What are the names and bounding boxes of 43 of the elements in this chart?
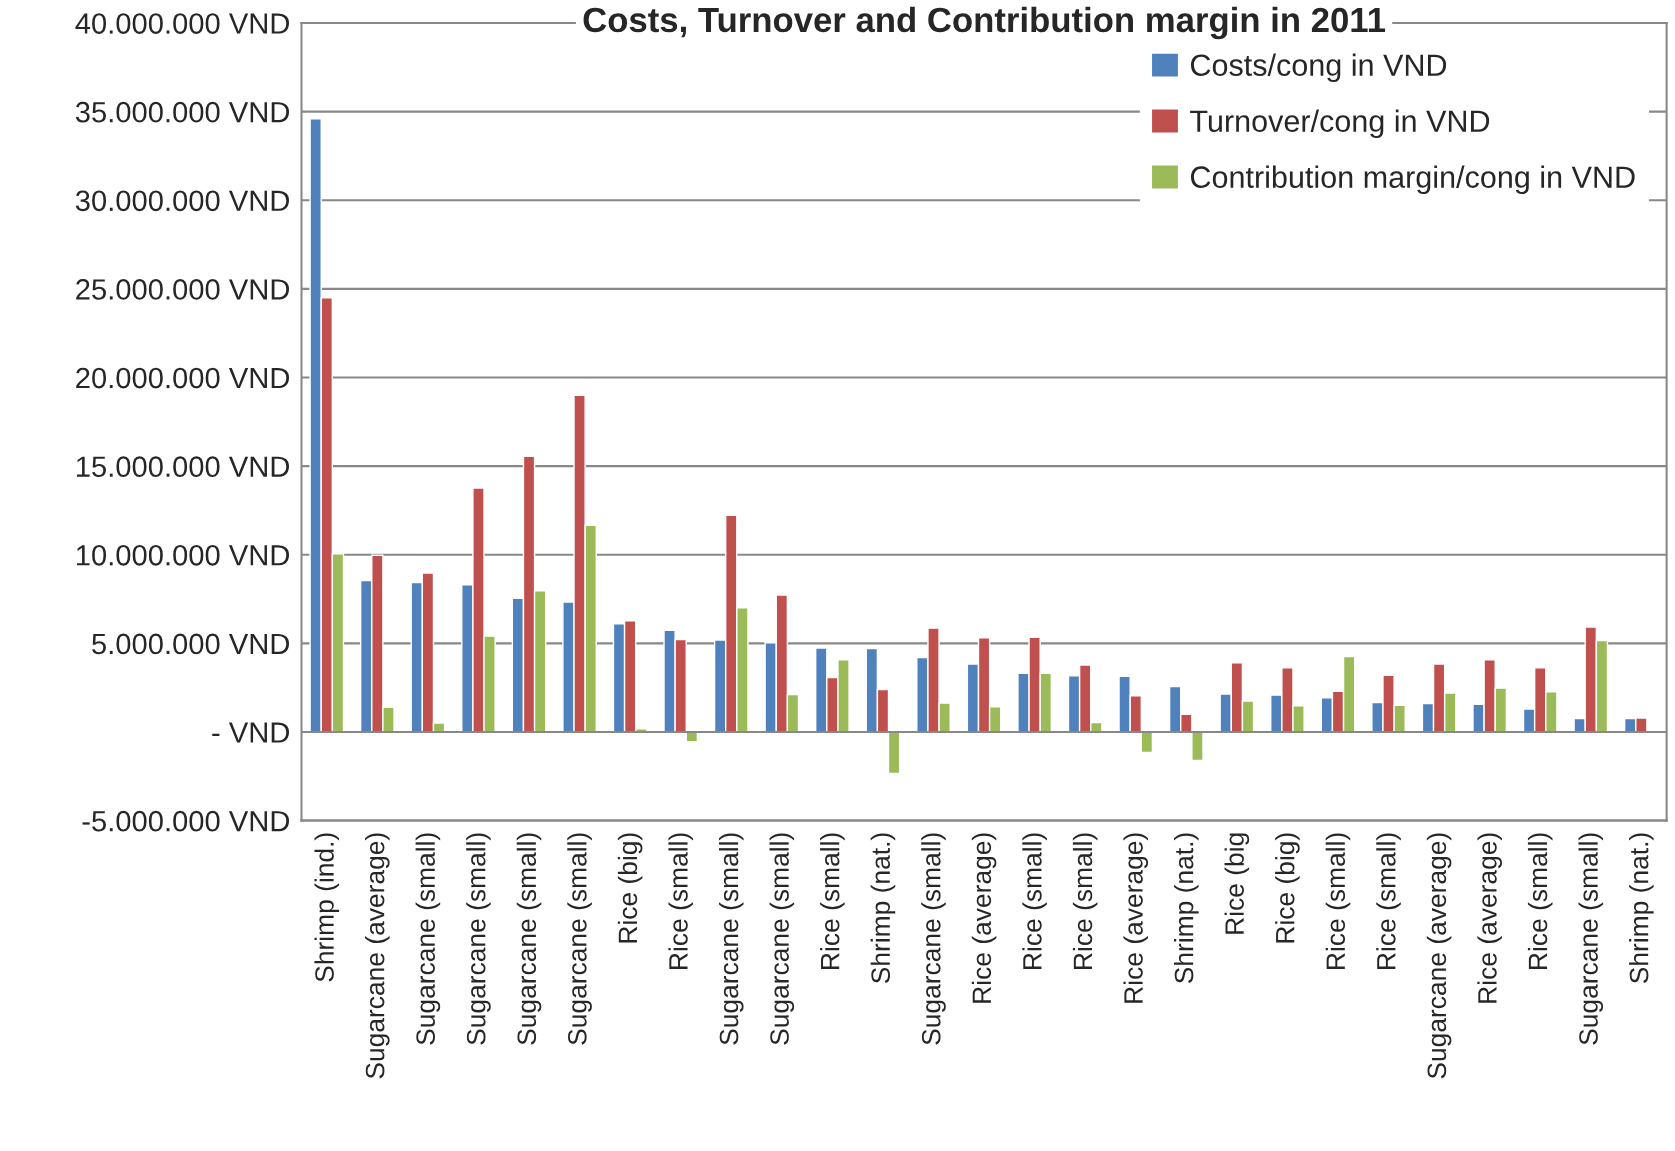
x-tick-label: Sugarcane (small) xyxy=(567,833,592,1045)
x-tick-label: Rice (average) xyxy=(971,833,997,1003)
chart-title: Costs, Turnover and Contribution margin in 2011 xyxy=(583,6,1386,40)
y-tick-label: 20.000.000 VND xyxy=(76,367,290,389)
x-tick-label: Sugarcane (small) xyxy=(516,833,542,1045)
bar xyxy=(887,731,901,775)
x-tick-label: Rice (small) xyxy=(1022,833,1047,969)
x-tick-label: Rice (average) xyxy=(1123,833,1149,1003)
x-tick-label: Sugarcane (small) xyxy=(1578,833,1604,1045)
x-tick-label: Sugarcane (small) xyxy=(415,833,441,1045)
x-tick-label: Rice (small) xyxy=(1527,833,1553,969)
x-tick-label: Rice (small) xyxy=(1325,833,1351,969)
x-tick-label: Sugarcane (small) xyxy=(921,833,946,1045)
y-tick-label: 5.000.000 VND xyxy=(92,633,290,655)
y-tick-label: 30.000.000 VND xyxy=(75,190,290,212)
x-tick-label: Shrimp (ind.) xyxy=(314,833,340,982)
y-tick-label: 10.000.000 VND xyxy=(76,544,290,566)
y-tick-label: -5.000.000 VND xyxy=(82,810,290,832)
x-tick-label: Rice (big) xyxy=(617,833,643,943)
y-tick-label: 25.000.000 VND xyxy=(76,279,290,300)
x-tick-label: Sugarcane (small) xyxy=(769,833,795,1045)
x-tick-label: Rice (big xyxy=(1224,833,1250,934)
y-tick-label: 15.000.000 VND xyxy=(76,456,290,478)
y-tick-label: 35.000.000 VND xyxy=(75,101,290,123)
legend-label: Costs/cong in VND xyxy=(1190,53,1447,83)
x-tick-label: Shrimp (nat.) xyxy=(1629,833,1654,984)
x-tick-label: Rice (big) xyxy=(1275,833,1300,943)
x-tick-label: Rice (small) xyxy=(1072,833,1098,969)
x-tick-label: Rice (small) xyxy=(1376,833,1401,969)
x-tick-label: Sugarcane (average) xyxy=(365,833,390,1079)
y-tick-label: - VND xyxy=(212,722,289,743)
x-tick-label: Sugarcane (small) xyxy=(718,833,744,1045)
x-tick-label: Shrimp (nat.) xyxy=(1174,833,1199,984)
legend-label: Contribution margin/cong in VND xyxy=(1190,165,1635,195)
x-tick-label: Shrimp (nat.) xyxy=(870,833,896,984)
y-tick-label: 40.000.000 VND xyxy=(75,13,290,34)
x-tick-label: Sugarcane (average) xyxy=(1426,833,1452,1079)
x-tick-label: Rice (average) xyxy=(1477,833,1502,1003)
x-tick-label: Rice (small) xyxy=(820,833,845,969)
legend-label: Turnover/cong in VND xyxy=(1190,109,1490,139)
x-tick-label: Sugarcane (small) xyxy=(466,833,491,1045)
x-tick-label: Rice (small) xyxy=(668,833,693,969)
bar xyxy=(1191,731,1204,762)
